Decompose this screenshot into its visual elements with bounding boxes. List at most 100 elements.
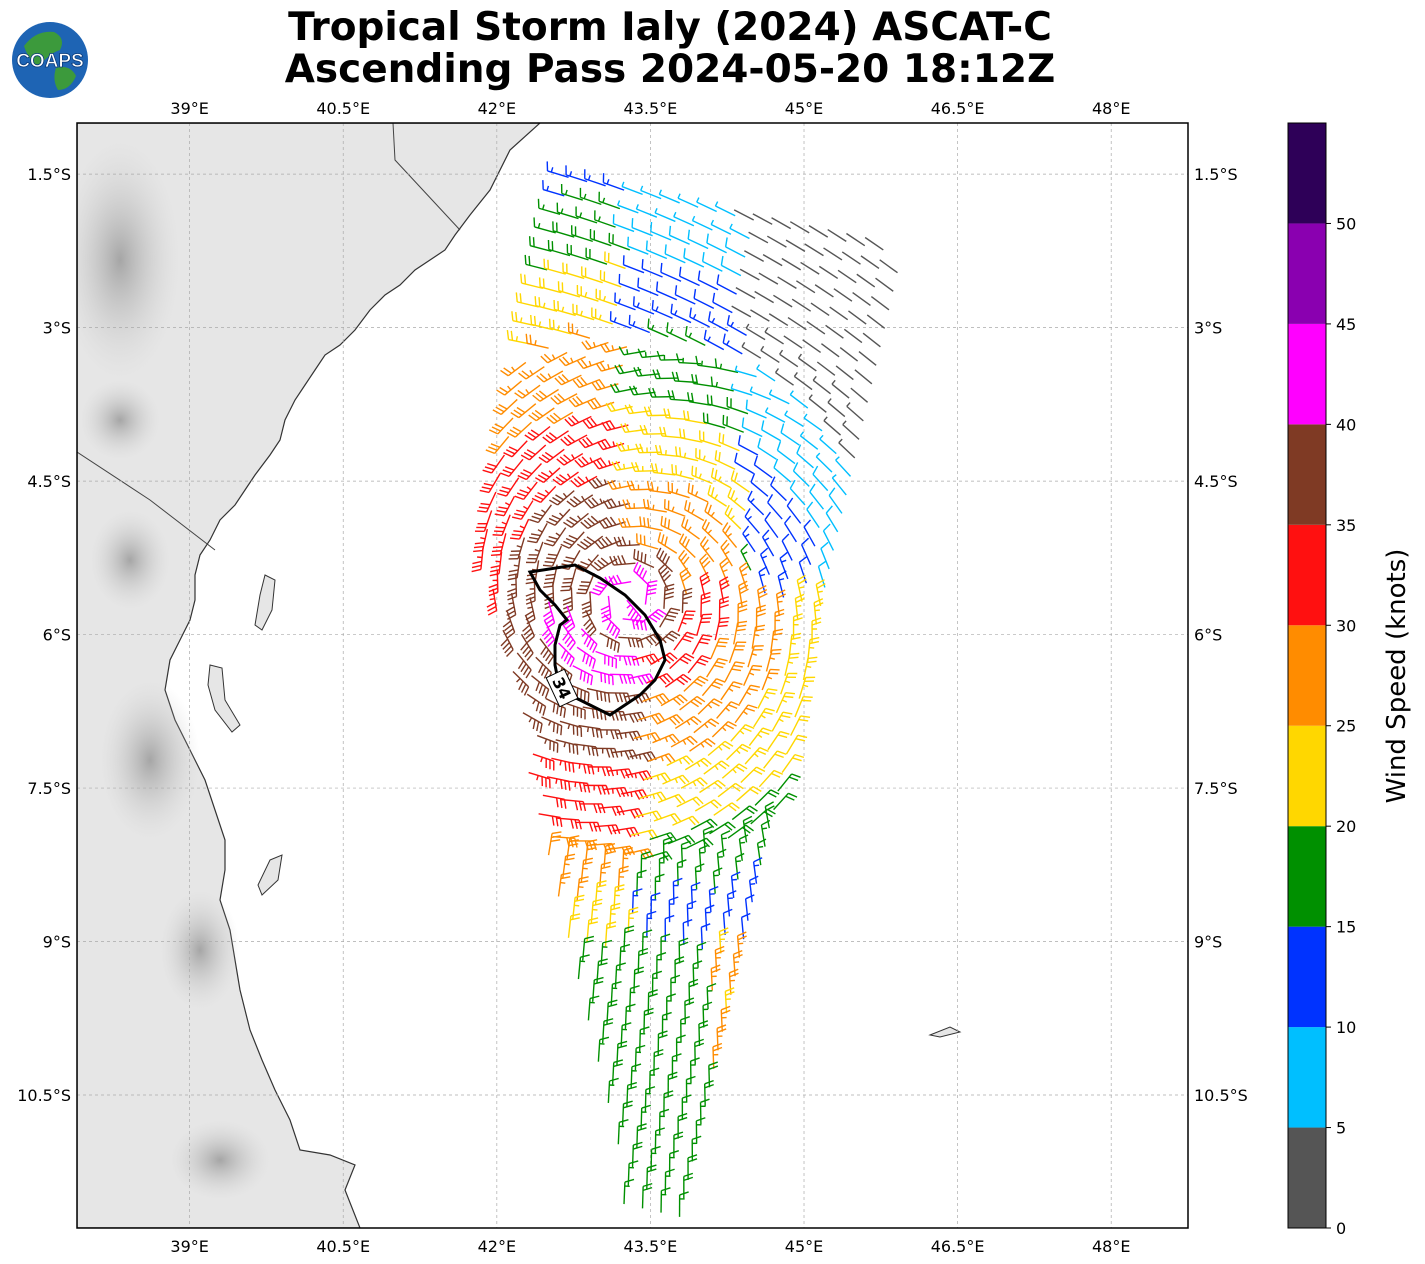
wind-barb [691, 1135, 702, 1162]
wind-barb [574, 456, 602, 468]
wind-barb [822, 523, 835, 551]
wind-barb [607, 1077, 619, 1104]
wind-barb [567, 322, 591, 339]
wind-barb [548, 318, 572, 335]
wind-barb [708, 885, 719, 913]
lat-tick-label: 6°S [1194, 626, 1222, 645]
map-area[interactable]: 34 [60, 123, 1188, 1228]
wind-barb [854, 369, 873, 385]
wind-barb [597, 1036, 610, 1062]
wind-barb [531, 675, 550, 699]
wind-barb [700, 923, 711, 950]
wind-barb [594, 824, 621, 835]
wind-barb [722, 333, 743, 355]
wind-barb [860, 255, 880, 270]
colorbar-bin [1288, 826, 1326, 927]
wind-barb [781, 753, 805, 773]
wind-barb [520, 273, 544, 290]
wind-barb [696, 613, 713, 637]
wind-barb [620, 422, 647, 434]
wind-barb [640, 851, 651, 877]
wind-barb [576, 572, 595, 595]
wind-barb [823, 416, 842, 436]
wind-barb [579, 187, 602, 206]
wind-barb [862, 332, 881, 348]
wind-barb [789, 479, 806, 506]
wind-barb [594, 210, 616, 228]
wind-barb [760, 345, 780, 364]
wind-barb [640, 608, 667, 624]
wind-barb [714, 616, 730, 641]
wind-barb [609, 311, 632, 329]
wind-barb [731, 305, 752, 318]
wind-barb [558, 642, 575, 668]
wind-barb [648, 1067, 660, 1094]
wind-barb [683, 675, 709, 692]
wind-barb [617, 200, 639, 214]
wind-barb [734, 704, 758, 724]
wind-barb [683, 1172, 694, 1199]
wind-barb [628, 314, 650, 334]
wind-barb [650, 652, 678, 665]
wind-barb [833, 288, 853, 302]
wind-barb [687, 392, 712, 406]
wind-barb [579, 803, 606, 814]
wind-barb [796, 574, 807, 602]
wind-barb [553, 299, 576, 317]
wind-barb [744, 508, 760, 534]
wind-barb [714, 450, 736, 470]
lat-tick-label: 9°S [1194, 933, 1222, 952]
wind-barb [777, 773, 801, 792]
wind-barb [699, 430, 722, 448]
colorbar-bin [1288, 1127, 1326, 1228]
wind-barb [643, 772, 672, 783]
wind-barb [650, 221, 672, 241]
wind-barb [718, 432, 740, 452]
chart-title-line2: Ascending Pass 2024-05-20 18:12Z [284, 47, 1056, 92]
wind-barb [542, 794, 567, 809]
wind-barb [647, 989, 658, 1015]
wind-barb [803, 519, 816, 547]
wind-barb [486, 588, 498, 616]
wind-barb [726, 743, 752, 761]
wind-barb [591, 669, 614, 686]
wind-barb [752, 857, 763, 884]
wind-barb [852, 292, 871, 307]
wind-barb [702, 826, 713, 853]
wind-barb [547, 776, 571, 791]
wind-barb [721, 763, 748, 779]
wind-barb [850, 387, 869, 403]
wind-barb [667, 481, 690, 499]
wind-barb [524, 254, 548, 271]
wind-barb [646, 481, 672, 495]
wind-barb [633, 966, 644, 992]
wind-barb [745, 399, 767, 419]
wind-barb [666, 755, 694, 767]
colorbar-tick-label: 20 [1336, 817, 1356, 836]
wind-barb [527, 523, 548, 544]
wind-barb [633, 561, 651, 587]
wind-barb [627, 906, 639, 933]
wind-barb [750, 808, 776, 825]
wind-barb [819, 434, 837, 455]
wind-barb [650, 1145, 661, 1172]
wind-barb [734, 852, 745, 880]
colorbar-tick-label: 30 [1336, 616, 1356, 635]
wind-barb [670, 303, 692, 324]
wind-barb [777, 570, 787, 598]
wind-barb [712, 867, 723, 894]
wind-barb [733, 209, 755, 221]
wind-barb [680, 840, 691, 867]
wind-barb [630, 1063, 642, 1089]
wind-barb [602, 498, 630, 510]
wind-barb [741, 417, 763, 438]
wind-barb [720, 539, 733, 567]
wind-barb [690, 818, 718, 831]
wind-barb [666, 993, 677, 1019]
wind-barb [618, 273, 641, 292]
wind-barb [789, 221, 810, 234]
wind-barb [835, 456, 852, 477]
wind-barb [580, 628, 598, 654]
wind-barb [560, 434, 588, 447]
wind-barb [831, 379, 850, 399]
